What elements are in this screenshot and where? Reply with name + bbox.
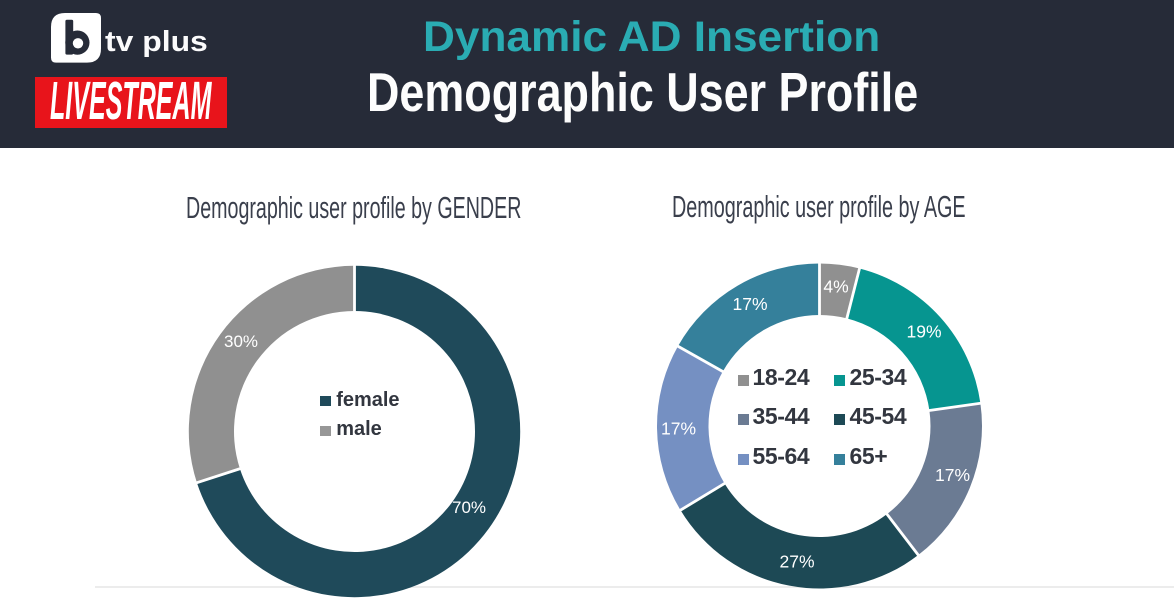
svg-text:17%: 17%: [661, 419, 696, 439]
svg-text:70%: 70%: [452, 498, 486, 517]
svg-text:17%: 17%: [935, 465, 970, 485]
svg-text:17%: 17%: [732, 294, 767, 314]
svg-text:4%: 4%: [823, 277, 848, 297]
svg-text:19%: 19%: [906, 322, 941, 342]
svg-text:30%: 30%: [224, 332, 258, 351]
svg-text:27%: 27%: [779, 552, 814, 572]
